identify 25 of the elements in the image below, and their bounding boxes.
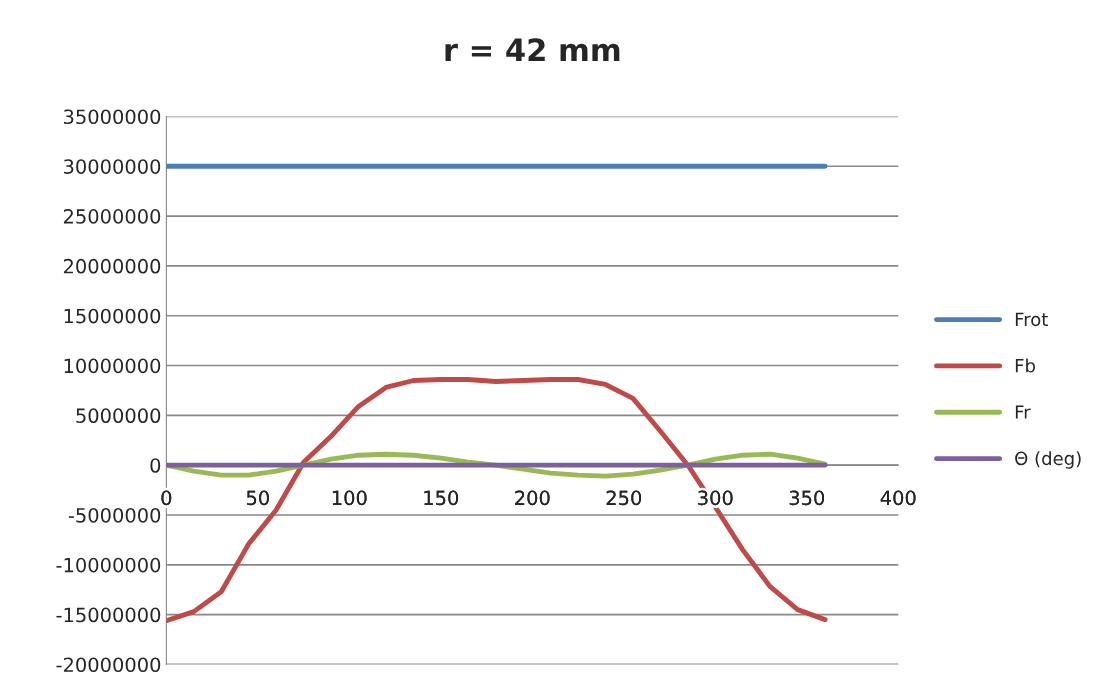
y-tick-label: 5000000 bbox=[76, 408, 161, 424]
y-tick-label: 15000000 bbox=[64, 308, 161, 324]
y-tick-label: -15000000 bbox=[56, 607, 161, 623]
y-tick-label: 10000000 bbox=[64, 358, 161, 374]
x-tick-label: 200 bbox=[515, 490, 550, 506]
y-tick-label: 30000000 bbox=[64, 159, 161, 174]
x-tick-label: 250 bbox=[606, 490, 642, 506]
x-tick-label: 150 bbox=[424, 490, 459, 506]
y-tick-label: -5000000 bbox=[68, 507, 161, 523]
legend-label: Fr bbox=[1015, 405, 1031, 419]
x-tick-label: 50 bbox=[246, 490, 269, 506]
y-tick-label: 35000000 bbox=[64, 109, 161, 125]
y-tick-label: 25000000 bbox=[63, 209, 161, 224]
legend-label: Θ (deg) bbox=[1015, 451, 1081, 469]
x-tick-label: 400 bbox=[880, 490, 916, 506]
x-tick-label: 0 bbox=[161, 490, 172, 506]
legend-label: Fb bbox=[1015, 358, 1035, 373]
x-tick-label: 100 bbox=[332, 490, 367, 506]
y-tick-label: -10000000 bbox=[56, 557, 161, 573]
y-tick-label: 0 bbox=[150, 458, 161, 473]
chart-title: r = 42 mm bbox=[445, 38, 620, 61]
x-tick-label: 350 bbox=[789, 490, 825, 506]
legend-label: Frot bbox=[1015, 312, 1048, 327]
y-tick-label: -20000000 bbox=[56, 657, 161, 673]
y-tick-label: 20000000 bbox=[63, 258, 161, 274]
